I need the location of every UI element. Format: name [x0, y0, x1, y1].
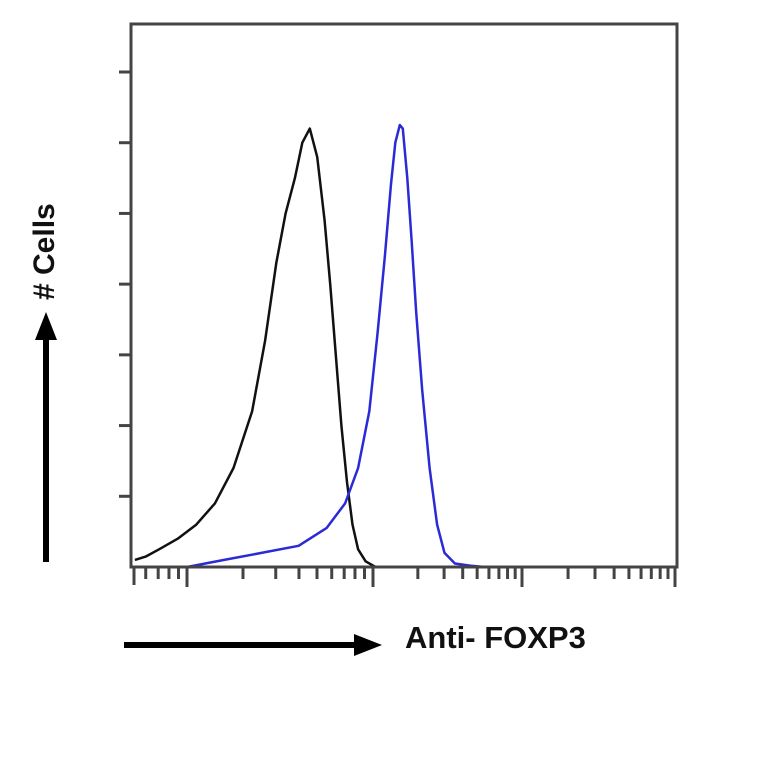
x-axis-ticks — [132, 567, 677, 587]
control-histogram-line — [134, 127, 377, 569]
series-layer — [134, 123, 485, 569]
y-axis-label: # Cells — [28, 203, 61, 300]
y-axis-arrow — [35, 312, 57, 562]
x-axis-label: Anti- FOXP3 — [405, 620, 586, 655]
plot-frame — [129, 22, 679, 569]
x-axis-arrow — [124, 634, 382, 656]
foxp3-histogram-line — [186, 123, 485, 569]
y-axis-ticks — [119, 70, 131, 498]
